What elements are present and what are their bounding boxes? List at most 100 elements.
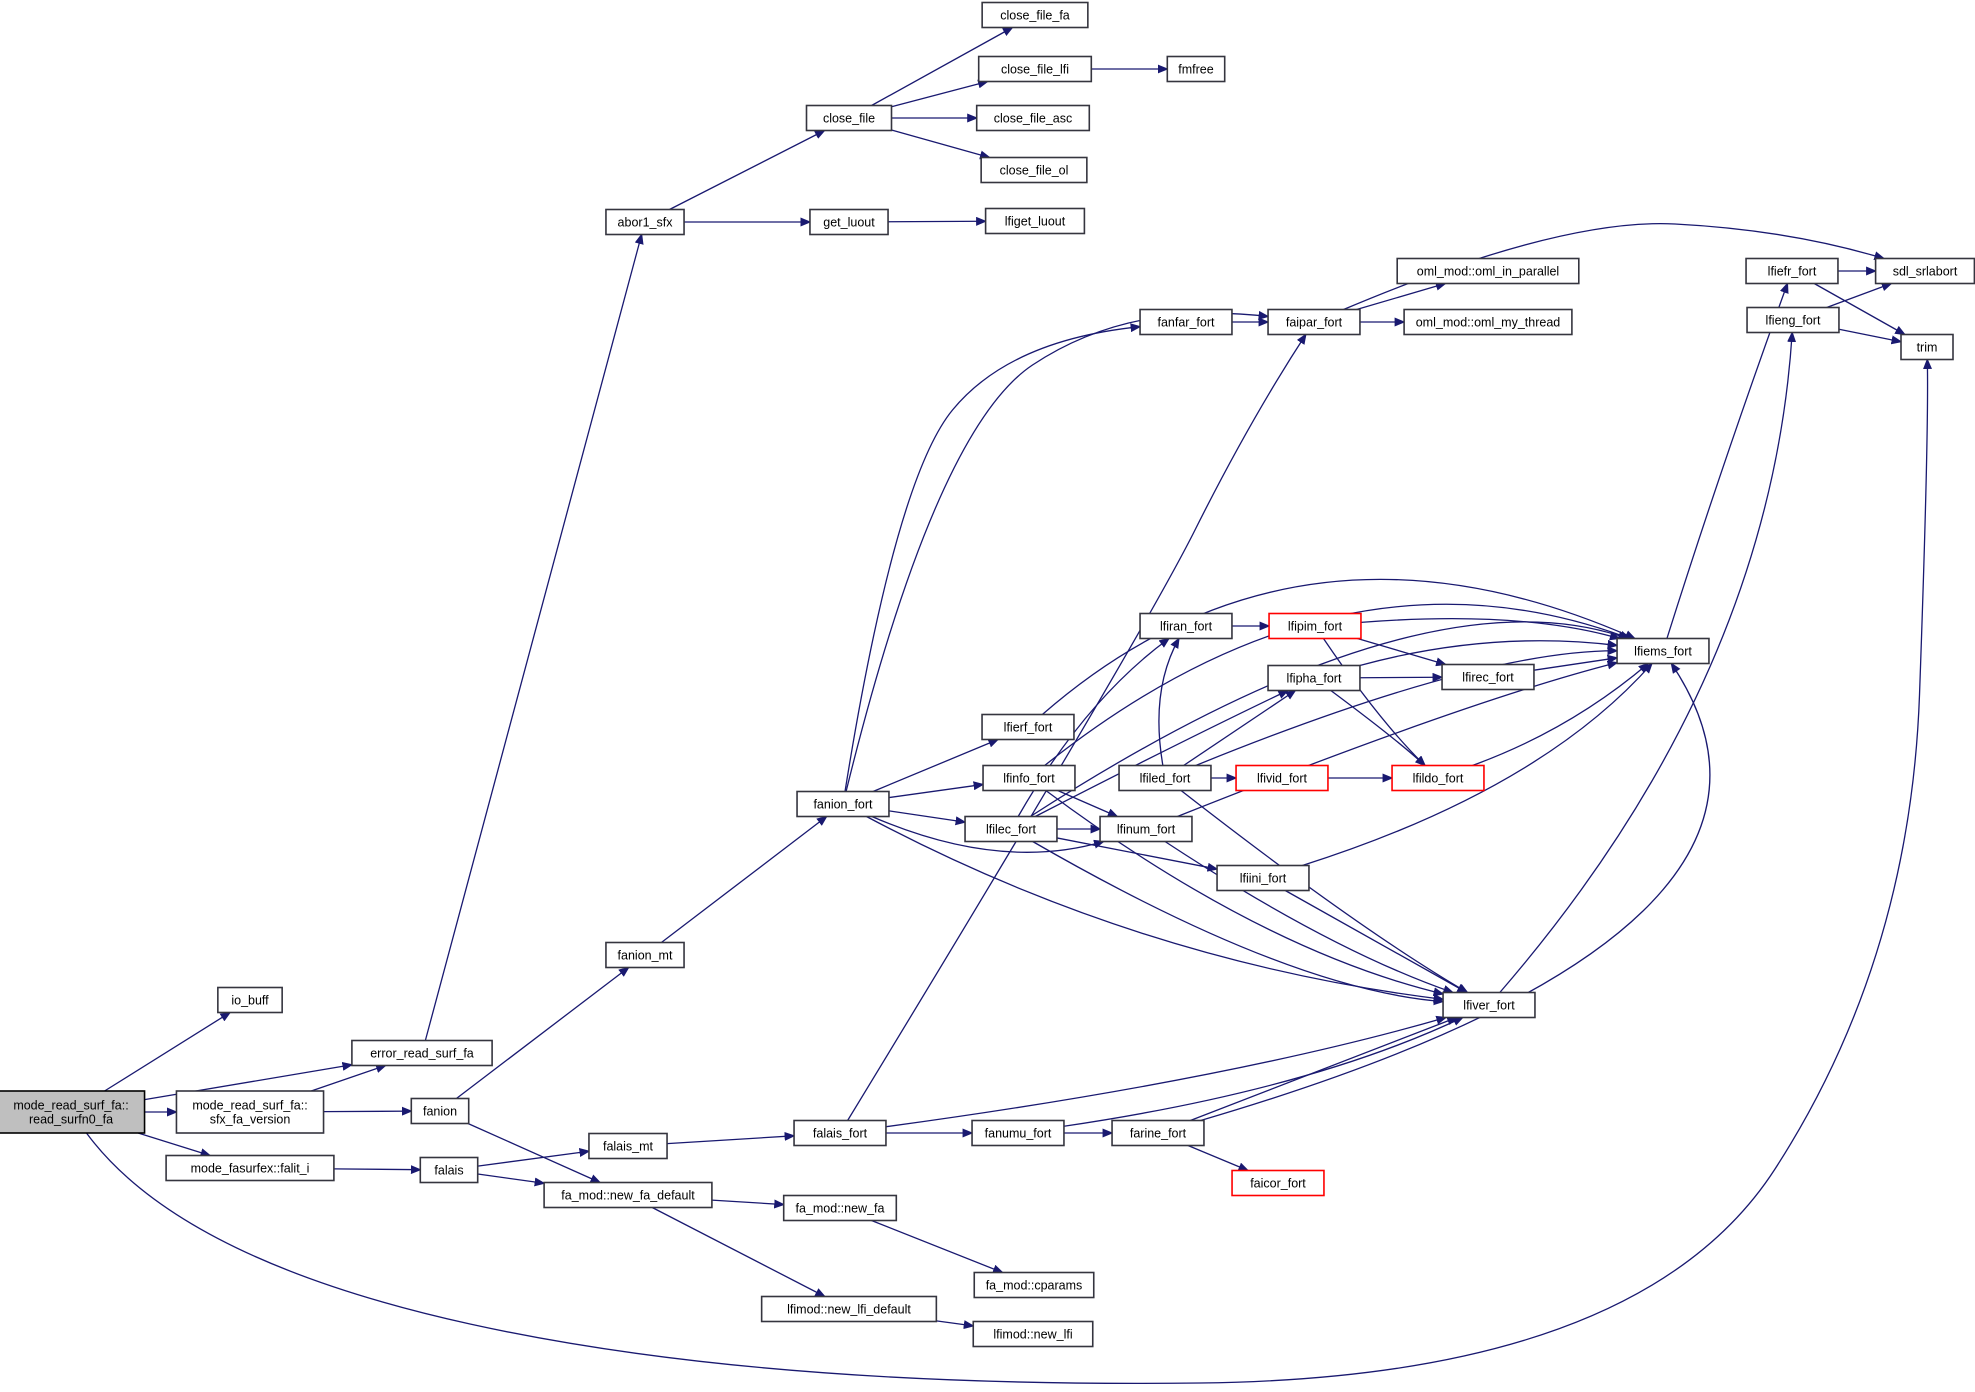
node-lfiran_fort[interactable]: lfiran_fort — [1139, 612, 1233, 640]
node-label: close_file — [823, 111, 875, 125]
edge-falais-to-falais_mt — [477, 1148, 591, 1167]
node-lfilec_fort[interactable]: lfilec_fort — [964, 815, 1058, 843]
nodes-layer: close_file_fa close_file_lfi fmfree close_f… — [0, 1, 1975, 1348]
edge-lfirec_fort-to-lfiems_fort — [1533, 654, 1619, 671]
node-label: mode_read_surf_fa:: — [192, 1098, 307, 1112]
node-error_read_surf_fa[interactable]: error_read_surf_fa — [351, 1039, 493, 1067]
node-new_fa_default[interactable]: fa_mod::new_fa_default — [543, 1181, 713, 1209]
edge-new_fa_default-to-new_fa — [711, 1199, 786, 1209]
edge-fanion-to-new_fa_default — [467, 1122, 602, 1184]
node-label: fa_mod::new_fa_default — [561, 1188, 695, 1202]
node-falais[interactable]: falais — [419, 1156, 479, 1184]
node-label: fanumu_fort — [985, 1126, 1052, 1140]
node-io_buff[interactable]: io_buff — [217, 986, 283, 1014]
edge-sfx_fa_version-to-error_read_surf_fa — [311, 1064, 387, 1092]
node-abor1_sfx[interactable]: abor1_sfx — [605, 208, 685, 236]
node-lfipim_fort[interactable]: lfipim_fort — [1268, 612, 1362, 640]
node-label: lfimod::new_lfi — [993, 1327, 1072, 1341]
node-sfx_fa_version[interactable]: mode_read_surf_fa::sfx_fa_version — [175, 1090, 325, 1134]
edge-fanion_fort-to-lfinfo_fort — [888, 781, 985, 799]
node-fanion_mt[interactable]: fanion_mt — [605, 941, 685, 969]
node-label: io_buff — [231, 993, 269, 1007]
edge-fanion_fort-to-fanfar_fort — [844, 323, 1142, 792]
edge-new_fa-to-cparams — [871, 1219, 1004, 1274]
node-lfivid_fort[interactable]: lfivid_fort — [1235, 764, 1329, 792]
node-close_file_asc[interactable]: close_file_asc — [975, 104, 1091, 132]
node-lfiefr_fort[interactable]: lfiefr_fort — [1745, 257, 1839, 285]
node-label: lfiran_fort — [1160, 619, 1213, 633]
node-cparams[interactable]: fa_mod::cparams — [973, 1271, 1095, 1299]
edge-farine_fort-to-faicor_fort — [1187, 1144, 1250, 1172]
node-faicor_fort[interactable]: faicor_fort — [1231, 1169, 1325, 1197]
node-farine_fort[interactable]: farine_fort — [1111, 1119, 1205, 1147]
node-close_file_fa[interactable]: close_file_fa — [981, 1, 1089, 29]
edge-fanion_fort-to-lfierf_fort — [872, 738, 1000, 793]
node-get_luout[interactable]: get_luout — [809, 208, 889, 236]
node-lfinfo_fort[interactable]: lfinfo_fort — [982, 764, 1076, 792]
node-lfieng_fort[interactable]: lfieng_fort — [1746, 306, 1840, 334]
edge-lfildo_fort-to-lfiems_fort — [1472, 662, 1650, 767]
edge-lfinum_fort-to-lfiver_fort — [1164, 840, 1455, 994]
node-falit_i[interactable]: mode_fasurfex::falit_i — [165, 1154, 335, 1182]
edge-lfipim_fort-to-lfirec_fort — [1357, 637, 1448, 667]
edge-lfieng_fort-to-trim — [1838, 328, 1903, 345]
node-falais_fort[interactable]: falais_fort — [793, 1119, 887, 1147]
node-oml_in_parallel[interactable]: oml_mod::oml_in_parallel — [1396, 257, 1580, 285]
node-fmfree[interactable]: fmfree — [1166, 55, 1226, 83]
edge-read_surfn0_fa-to-io_buff — [104, 1011, 232, 1092]
node-lfiini_fort[interactable]: lfiini_fort — [1216, 864, 1310, 892]
edge-lfinfo_fort-to-lfinum_fort — [1057, 789, 1119, 818]
edge-farine_fort-to-lfiver_fort — [1190, 1016, 1459, 1122]
node-label: abor1_sfx — [618, 215, 674, 229]
edge-fanion_fort-to-lfinum_fort — [871, 815, 1105, 853]
node-label: faipar_fort — [1286, 315, 1343, 329]
node-trim[interactable]: trim — [1900, 333, 1954, 361]
node-label: fanion — [423, 1104, 457, 1118]
node-lfiems_fort[interactable]: lfiems_fort — [1616, 637, 1710, 665]
node-fanumu_fort[interactable]: fanumu_fort — [971, 1119, 1065, 1147]
edge-lfipim_fort-to-lfildo_fort — [1322, 638, 1427, 767]
node-fanion[interactable]: fanion — [410, 1097, 470, 1125]
node-oml_my_thread[interactable]: oml_mod::oml_my_thread — [1403, 308, 1573, 336]
node-close_file_lfi[interactable]: close_file_lfi — [977, 55, 1093, 83]
node-lfierf_fort[interactable]: lfierf_fort — [981, 713, 1075, 741]
node-new_lfi[interactable]: lfimod::new_lfi — [972, 1320, 1094, 1348]
node-read_surfn0_fa[interactable]: mode_read_surf_fa::read_surfn0_fa — [0, 1090, 146, 1134]
node-falais_mt[interactable]: falais_mt — [588, 1132, 668, 1160]
node-label: fmfree — [1178, 62, 1213, 76]
node-lfiget_luout[interactable]: lfiget_luout — [984, 207, 1086, 235]
edge-new_fa_default-to-new_lfi_default — [651, 1206, 827, 1298]
edge-lfinum_fort-to-lfiems_fort — [1177, 660, 1619, 818]
edge-lfilec_fort-to-lfiver_fort — [1032, 840, 1445, 1006]
node-lfinum_fort[interactable]: lfinum_fort — [1099, 815, 1193, 843]
node-sdl_srlabort[interactable]: sdl_srlabort — [1874, 257, 1975, 285]
edge-lfierf_fort-to-lfiems_fort — [1041, 578, 1637, 715]
edge-fanion-to-fanion_mt — [456, 966, 630, 1100]
node-label: farine_fort — [1130, 1126, 1187, 1140]
edge-lfiini_fort-to-lfiver_fort — [1284, 889, 1469, 994]
node-lfirec_fort[interactable]: lfirec_fort — [1441, 663, 1535, 691]
node-new_lfi_default[interactable]: lfimod::new_lfi_default — [760, 1295, 938, 1323]
node-new_fa[interactable]: fa_mod::new_fa — [782, 1194, 898, 1222]
node-lfiled_fort[interactable]: lfiled_fort — [1118, 764, 1212, 792]
node-lfiver_fort[interactable]: lfiver_fort — [1442, 991, 1536, 1019]
node-close_file[interactable]: close_file — [805, 104, 893, 132]
node-close_file_ol[interactable]: close_file_ol — [980, 156, 1088, 184]
edge-error_read_surf_fa-to-abor1_sfx — [424, 233, 644, 1041]
node-fanion_fort[interactable]: fanion_fort — [796, 790, 890, 818]
edge-falit_i-to-falais — [333, 1165, 422, 1175]
node-faipar_fort[interactable]: faipar_fort — [1267, 308, 1361, 336]
edge-get_luout-to-lfiget_luout — [888, 216, 988, 226]
node-lfildo_fort[interactable]: lfildo_fort — [1391, 764, 1485, 792]
node-label: lfinum_fort — [1117, 822, 1176, 836]
node-label: lfipha_fort — [1287, 671, 1342, 685]
node-label: fa_mod::cparams — [986, 1278, 1083, 1292]
edge-lfiini_fort-to-lfiems_fort — [1302, 662, 1653, 867]
node-label: lfieng_fort — [1766, 313, 1821, 327]
node-fanfar_fort[interactable]: fanfar_fort — [1139, 308, 1233, 336]
node-lfipha_fort[interactable]: lfipha_fort — [1267, 664, 1361, 692]
node-label: falais_mt — [603, 1139, 654, 1153]
node-label: faicor_fort — [1250, 1176, 1306, 1190]
edge-lfiefr_fort-to-trim — [1813, 282, 1907, 336]
